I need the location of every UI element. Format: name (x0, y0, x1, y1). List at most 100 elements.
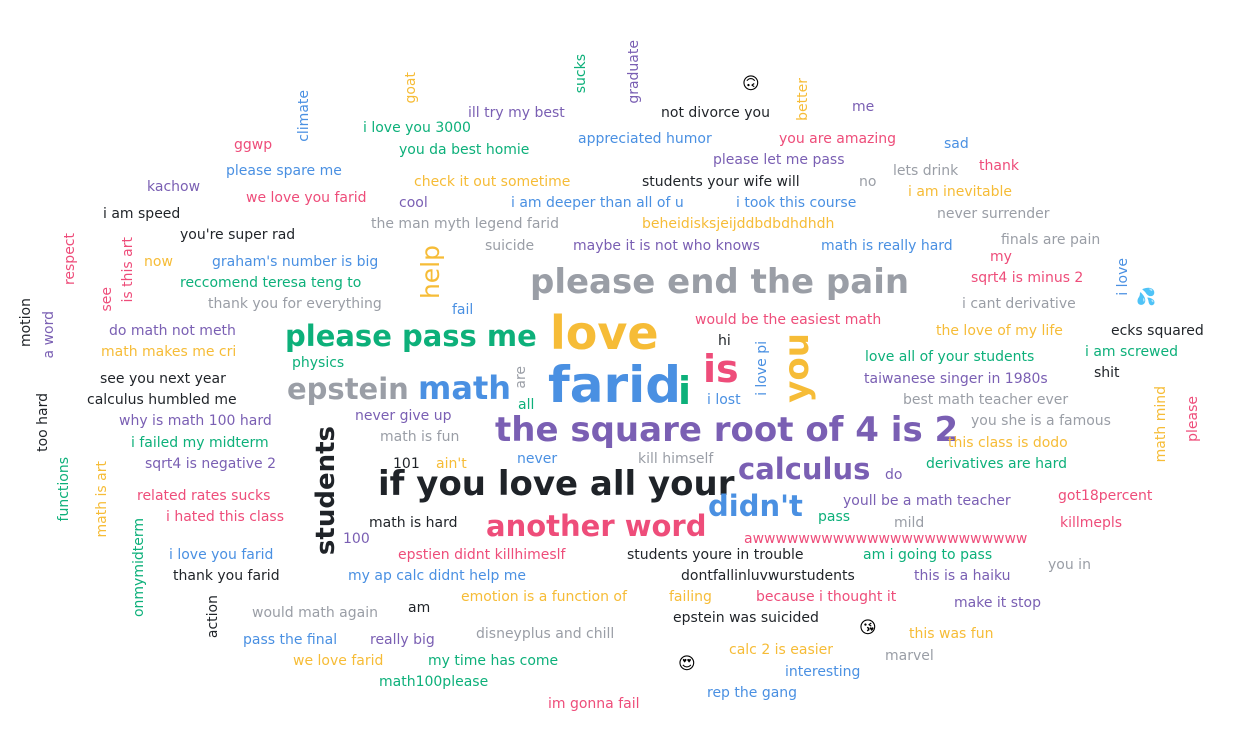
cloud-word: kachow (147, 179, 201, 195)
cloud-word: all (518, 397, 535, 413)
cloud-word: math is really hard (821, 238, 953, 254)
sweat-droplets-emoji: 💦 (1136, 287, 1156, 306)
cloud-word: would math again (252, 605, 378, 621)
cloud-word: awwwwwwwwwwwwwwwwwwwwwwww (744, 531, 1028, 547)
cloud-word: the love of my life (936, 323, 1063, 339)
cloud-word: i love (1115, 258, 1131, 296)
cloud-word: i took this course (736, 195, 857, 211)
cloud-word: you da best homie (399, 142, 530, 158)
cloud-word: math mind (1153, 386, 1169, 463)
cloud-word: calc 2 is easier (729, 642, 834, 658)
cloud-word: my time has come (428, 653, 559, 669)
cloud-word: maybe it is not who knows (573, 238, 760, 254)
cloud-word: love all of your students (865, 349, 1035, 365)
cloud-word: never give up (355, 408, 452, 424)
cloud-word: check it out sometime (414, 174, 571, 190)
cloud-word: another word (486, 509, 707, 543)
cloud-word: i love you farid (169, 547, 274, 563)
cloud-word: ecks squared (1111, 323, 1204, 339)
cloud-word: calculus (738, 452, 871, 486)
cloud-word: pass the final (243, 632, 338, 648)
cloud-word: functions (56, 457, 72, 522)
cloud-word: students youre in trouble (627, 547, 804, 563)
cloud-word: ain't (436, 456, 467, 472)
cloud-word: didn't (708, 489, 803, 523)
cloud-word: i am inevitable (908, 184, 1013, 200)
cloud-word: epstein was suicided (673, 610, 819, 626)
cloud-word: this was fun (909, 626, 994, 642)
cloud-word: make it stop (954, 595, 1041, 611)
cloud-word: we love you farid (246, 190, 367, 206)
cloud-word: ggwp (234, 137, 273, 153)
cloud-word: i lost (707, 392, 741, 408)
cloud-word: you (777, 333, 817, 403)
cloud-word: we love farid (293, 653, 384, 669)
cloud-word: my ap calc didnt help me (348, 568, 527, 584)
cloud-word: my (990, 249, 1012, 265)
heart-eyes-emoji: 😍 (678, 654, 696, 674)
cloud-word: thank (979, 158, 1019, 174)
cloud-word: i cant derivative (962, 296, 1076, 312)
cloud-word: failing (669, 589, 712, 605)
cloud-word: related rates sucks (137, 488, 271, 504)
cloud-word: graham's number is big (212, 254, 379, 270)
cloud-word: too hard (35, 393, 51, 452)
cloud-word: got18percent (1058, 488, 1153, 504)
cloud-word: hi (718, 333, 731, 349)
cloud-word: do math not meth (109, 323, 236, 339)
cloud-word: no (859, 174, 877, 190)
cloud-word: you're super rad (180, 227, 296, 243)
cloud-word: interesting (785, 664, 861, 680)
cloud-word: im gonna fail (548, 696, 640, 712)
cloud-word: is (703, 347, 739, 391)
cloud-word: respect (62, 233, 78, 286)
cloud-word: reccomend teresa teng to (180, 275, 362, 291)
cloud-word: i am deeper than all of u (511, 195, 684, 211)
cloud-word: this class is dodo (948, 435, 1068, 451)
cloud-word: not divorce you (661, 105, 770, 121)
cloud-word: thank you for everything (208, 296, 382, 312)
cloud-word: physics (292, 355, 345, 371)
cloud-word: epstien didnt killhimeslf (398, 547, 566, 563)
cloud-word: me (852, 99, 875, 115)
cloud-word: math100please (379, 674, 489, 690)
cloud-word: marvel (885, 648, 934, 664)
cloud-word: now (144, 254, 173, 270)
cloud-word: math is hard (369, 515, 458, 531)
cloud-word: math is art (94, 461, 110, 538)
cloud-word: this is a haiku (914, 568, 1011, 584)
cloud-word: would be the easiest math (695, 312, 882, 328)
cloud-word: see you next year (100, 371, 226, 387)
cloud-word: 100 (343, 531, 370, 547)
cloud-word: am (408, 600, 431, 616)
cloud-word: if you love all your (378, 464, 735, 504)
cloud-word: action (205, 595, 221, 639)
cloud-word: lets drink (893, 163, 959, 179)
cloud-word: emotion is a function of (461, 589, 627, 605)
kissing-face-emoji: 😘 (859, 618, 877, 638)
cloud-word: sqrt4 is minus 2 (971, 270, 1084, 286)
cloud-word: i failed my midterm (131, 435, 269, 451)
upside-down-face-emoji: 🙃 (742, 74, 760, 94)
cloud-word: you are amazing (779, 131, 897, 147)
cloud-word: shit (1094, 365, 1120, 381)
cloud-word: farid (548, 356, 682, 414)
cloud-word: am i going to pass (863, 547, 993, 563)
cloud-word: a word (41, 311, 57, 359)
cloud-word: never (517, 451, 558, 467)
cloud-word: sucks (573, 54, 589, 94)
cloud-word: suicide (485, 238, 535, 254)
cloud-word: sad (944, 136, 969, 152)
cloud-word: disneyplus and chill (476, 626, 615, 642)
cloud-word: pass (818, 509, 851, 525)
cloud-word: math makes me cri (101, 344, 237, 360)
cloud-word: finals are pain (1001, 232, 1101, 248)
cloud-word: love (550, 306, 659, 360)
cloud-word: please pass me (285, 319, 537, 353)
cloud-word: i hated this class (166, 509, 284, 525)
cloud-word: the man myth legend farid (371, 216, 559, 232)
cloud-word: thank you farid (173, 568, 280, 584)
cloud-word: math (418, 369, 512, 407)
cloud-word: i love you 3000 (363, 120, 471, 136)
